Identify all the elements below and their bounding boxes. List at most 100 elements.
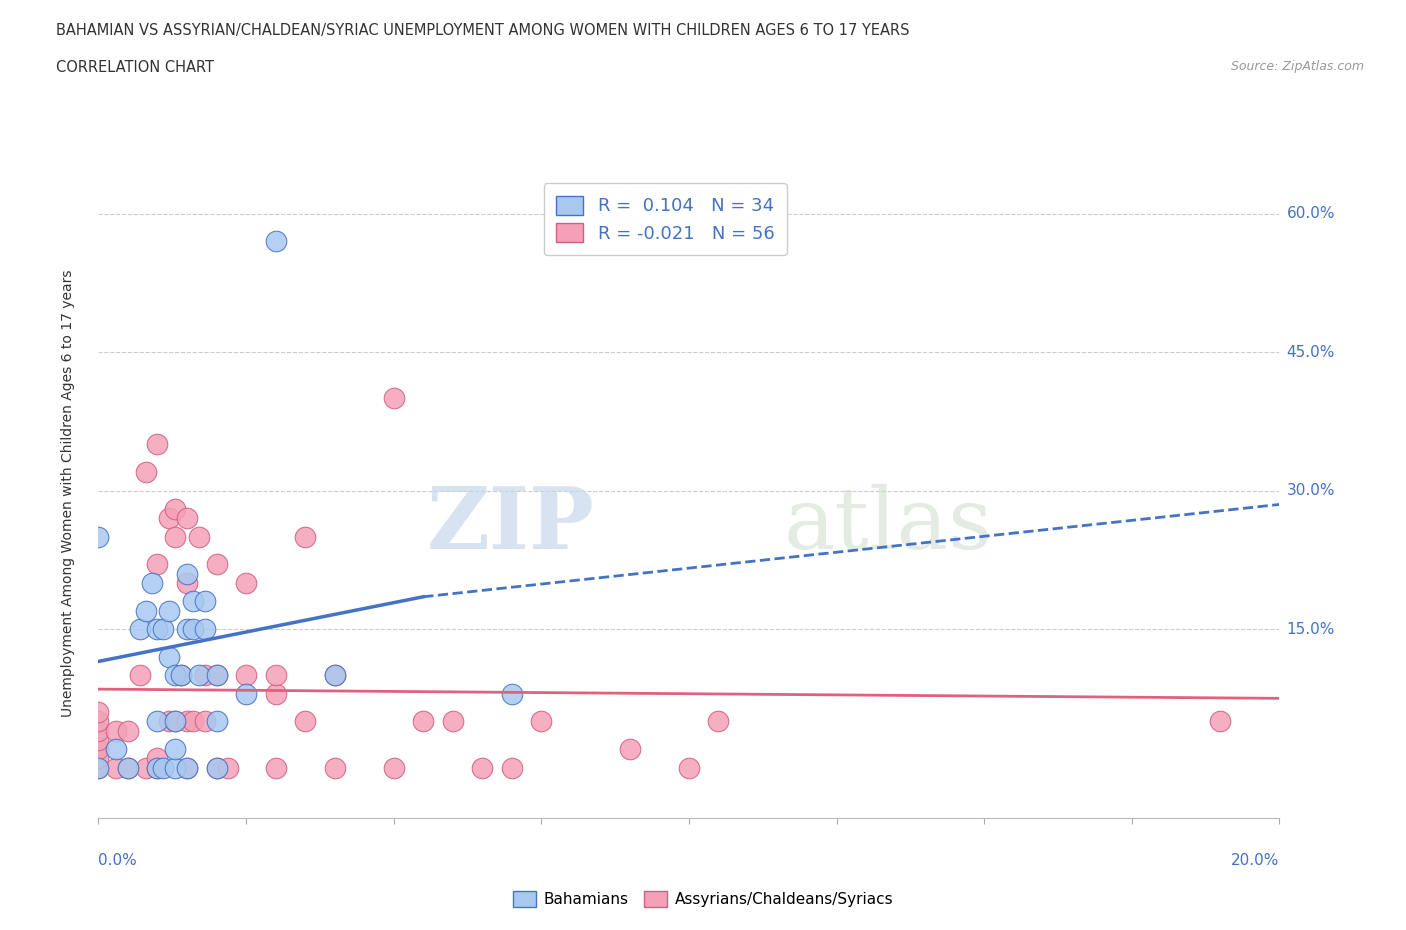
Point [117, 760, 139, 775]
Point [176, 760, 198, 775]
Text: 20.0%: 20.0% [1232, 853, 1279, 868]
Point [501, 686, 523, 701]
Point [146, 557, 169, 572]
Point [412, 714, 434, 729]
Text: 60.0%: 60.0% [1286, 206, 1334, 221]
Point [205, 668, 228, 683]
Point [165, 742, 187, 757]
Point [152, 621, 174, 636]
Point [205, 714, 228, 729]
Point [87, 751, 110, 765]
Point [264, 233, 287, 248]
Point [170, 668, 193, 683]
Point [323, 760, 346, 775]
Point [707, 714, 730, 729]
Point [176, 566, 198, 581]
Point [165, 529, 187, 544]
Text: 0.0%: 0.0% [98, 853, 138, 868]
Point [501, 760, 523, 775]
Point [146, 751, 169, 765]
Point [194, 621, 217, 636]
Point [217, 760, 239, 775]
Point [117, 724, 139, 738]
Point [157, 714, 180, 729]
Point [619, 742, 641, 757]
Point [235, 576, 257, 591]
Point [87, 760, 110, 775]
Point [194, 594, 217, 609]
Text: atlas: atlas [783, 484, 993, 567]
Point [105, 724, 128, 738]
Point [146, 621, 169, 636]
Point [471, 760, 494, 775]
Point [382, 760, 405, 775]
Point [264, 760, 287, 775]
Text: CORRELATION CHART: CORRELATION CHART [56, 60, 214, 75]
Point [323, 668, 346, 683]
Point [157, 604, 180, 618]
Point [157, 649, 180, 664]
Point [157, 511, 180, 525]
Point [87, 733, 110, 748]
Point [176, 621, 198, 636]
Point [530, 714, 553, 729]
Point [135, 760, 157, 775]
Point [187, 668, 209, 683]
Point [105, 742, 128, 757]
Point [187, 529, 209, 544]
Point [294, 529, 316, 544]
Point [181, 714, 204, 729]
Point [176, 576, 198, 591]
Point [165, 714, 187, 729]
Point [235, 668, 257, 683]
Point [141, 576, 163, 591]
Point [176, 714, 198, 729]
Point [165, 760, 187, 775]
Point [205, 668, 228, 683]
Point [135, 465, 157, 480]
Point [146, 760, 169, 775]
Point [146, 714, 169, 729]
Point [135, 604, 157, 618]
Point [441, 714, 464, 729]
Text: Source: ZipAtlas.com: Source: ZipAtlas.com [1230, 60, 1364, 73]
Point [105, 760, 128, 775]
Text: 45.0%: 45.0% [1286, 345, 1334, 360]
Point [1209, 714, 1232, 729]
Point [264, 686, 287, 701]
Point [146, 437, 169, 452]
Legend: Bahamians, Assyrians/Chaldeans/Syriacs: Bahamians, Assyrians/Chaldeans/Syriacs [508, 884, 898, 913]
Point [87, 705, 110, 720]
Point [128, 668, 150, 683]
Text: BAHAMIAN VS ASSYRIAN/CHALDEAN/SYRIAC UNEMPLOYMENT AMONG WOMEN WITH CHILDREN AGES: BAHAMIAN VS ASSYRIAN/CHALDEAN/SYRIAC UNE… [56, 23, 910, 38]
Point [87, 714, 110, 729]
Text: 30.0%: 30.0% [1286, 483, 1334, 498]
Y-axis label: Unemployment Among Women with Children Ages 6 to 17 years: Unemployment Among Women with Children A… [60, 269, 75, 717]
Point [117, 760, 139, 775]
Point [87, 529, 110, 544]
Legend: R =  0.104   N = 34, R = -0.021   N = 56: R = 0.104 N = 34, R = -0.021 N = 56 [544, 183, 787, 255]
Point [382, 391, 405, 405]
Point [170, 668, 193, 683]
Point [181, 621, 204, 636]
Point [146, 760, 169, 775]
Point [176, 511, 198, 525]
Point [205, 760, 228, 775]
Text: 15.0%: 15.0% [1286, 621, 1334, 637]
Point [678, 760, 700, 775]
Point [87, 742, 110, 757]
Point [87, 760, 110, 775]
Point [176, 760, 198, 775]
Point [152, 760, 174, 775]
Point [205, 557, 228, 572]
Point [235, 686, 257, 701]
Text: ZIP: ZIP [426, 484, 595, 567]
Point [165, 714, 187, 729]
Point [165, 501, 187, 516]
Point [181, 594, 204, 609]
Point [87, 724, 110, 738]
Point [194, 714, 217, 729]
Point [165, 668, 187, 683]
Point [194, 668, 217, 683]
Point [323, 668, 346, 683]
